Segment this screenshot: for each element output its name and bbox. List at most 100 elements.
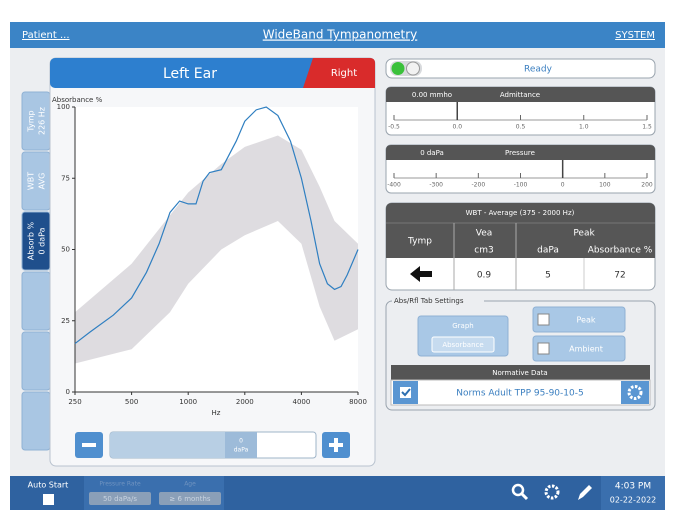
gauge-reading: 0.00 mmho [412, 91, 452, 99]
check-mark [401, 388, 411, 397]
gauge-header [386, 87, 655, 102]
gauge-title: Pressure [505, 149, 535, 157]
patient-link[interactable]: Patient ... [22, 30, 70, 41]
graph-value: Absorbance [442, 341, 483, 349]
gauge-tick-label: -200 [472, 182, 486, 189]
slider-value: 0 [239, 438, 243, 445]
tab[interactable] [21, 331, 51, 391]
x-tick-label: 4000 [292, 398, 310, 406]
peak-checkbox[interactable] [537, 313, 550, 326]
x-tick-label: 250 [68, 398, 81, 406]
normative-checkbox[interactable] [400, 387, 411, 398]
col-header: Absorbance % [588, 246, 653, 256]
y-tick-label: 100 [57, 103, 70, 111]
peak-label: Peak [577, 316, 596, 325]
age-label: Age [184, 481, 196, 488]
system-link[interactable]: SYSTEM [615, 30, 655, 41]
col-header: Peak [573, 229, 595, 239]
slider-unit: daPa [234, 447, 249, 454]
y-tick-label: 25 [61, 317, 70, 325]
ambient-checkbox[interactable] [537, 342, 550, 355]
edit-icon[interactable] [578, 485, 592, 500]
top-bar [10, 22, 665, 48]
clock-area [601, 476, 665, 510]
left-ear-label: Left Ear [163, 66, 217, 82]
x-tick-label: 500 [125, 398, 138, 406]
pressure-rate-label: Pressure Rate [99, 481, 141, 488]
search-icon[interactable] [511, 483, 525, 497]
app-title: WideBand Tympanometry [263, 28, 418, 42]
cell: 0.9 [477, 271, 492, 281]
chart: 0 25 50 75 100 250 500 1000 2000 4000 8000 [57, 103, 367, 406]
col-header: daPa [537, 246, 559, 256]
age-button [159, 492, 221, 505]
gauge-title: Admittance [500, 91, 540, 99]
gauge-tick-label: -400 [387, 182, 401, 189]
col-header: Vea [476, 229, 493, 239]
right-ear-tab[interactable] [303, 58, 375, 88]
absorbance-line [74, 106, 359, 345]
settings-title-bg [392, 296, 484, 305]
peak-button[interactable] [532, 306, 626, 333]
norm-band [75, 135, 358, 364]
slider-thumb[interactable] [225, 432, 257, 458]
tab-label: WBT [27, 172, 36, 190]
gear-icon [627, 385, 643, 400]
tab-label: Absorb % [27, 222, 36, 261]
auto-start-checkbox[interactable] [43, 494, 54, 505]
x-tick-label: 2000 [236, 398, 254, 406]
slider-fill [110, 432, 257, 458]
gauge-tick-label: -300 [429, 182, 443, 189]
ear-header [50, 58, 375, 88]
cell: 72 [614, 271, 625, 281]
tab[interactable] [21, 271, 51, 331]
minus-icon [82, 443, 96, 447]
pressure-rate-button [89, 492, 151, 505]
x-tick-label: 1000 [179, 398, 197, 406]
x-axis-label: Hz [212, 409, 221, 417]
gauge-tick-label: 0 [561, 182, 565, 189]
status-light [391, 62, 405, 75]
time: 4:03 PM [615, 482, 651, 492]
y-tick-label: 75 [61, 174, 70, 182]
settings-icon[interactable] [544, 484, 560, 500]
right-ear-label[interactable]: Right [331, 68, 357, 79]
tab-label: Tymp [27, 110, 36, 132]
gauge-tick-label: 200 [641, 182, 653, 189]
date: 02-22-2022 [610, 496, 657, 505]
auto-start-label: Auto Start [28, 481, 69, 490]
gauge-tick-label: -0.5 [388, 124, 400, 131]
gauge-tick-label: 100 [599, 182, 611, 189]
tab[interactable] [21, 391, 51, 451]
table-header [386, 203, 655, 258]
ambient-button[interactable] [532, 335, 626, 362]
normative-row[interactable] [390, 379, 651, 406]
plus-icon [334, 438, 338, 452]
table-title: WBT - Average (375 - 2000 Hz) [466, 209, 575, 217]
search-icon [520, 492, 529, 501]
tab-label: 0 daPa [38, 227, 47, 254]
x-tick-label: 8000 [349, 398, 367, 406]
settings-title: Abs/Rfl Tab Settings [394, 297, 464, 305]
back-arrow[interactable] [410, 266, 432, 282]
normative-title: Normative Data [492, 369, 547, 377]
gauge-tick-label: 1.0 [579, 124, 589, 131]
cell: 5 [545, 271, 551, 281]
y-axis-label: Absorbance % [52, 96, 103, 104]
normative-value: Norms Adult TPP 95-90-10-5 [456, 389, 583, 399]
graph-label: Graph [452, 322, 473, 330]
tab-label: 226 Hz [38, 107, 47, 135]
gauge-tick-label: 1.5 [642, 124, 652, 131]
gauge-tick-label: 0.5 [516, 124, 526, 131]
gauge-header [386, 145, 655, 160]
y-tick-label: 50 [61, 246, 70, 254]
normative-gear-button[interactable] [621, 381, 649, 404]
gauge-reading: 0 daPa [420, 149, 444, 157]
normative-header [391, 365, 650, 380]
tab-label: AVG [38, 173, 47, 190]
toggle-knob [406, 61, 420, 76]
graph-value-button[interactable] [431, 336, 495, 353]
col-header: cm3 [474, 246, 493, 256]
col-header: Tymp [407, 237, 432, 247]
